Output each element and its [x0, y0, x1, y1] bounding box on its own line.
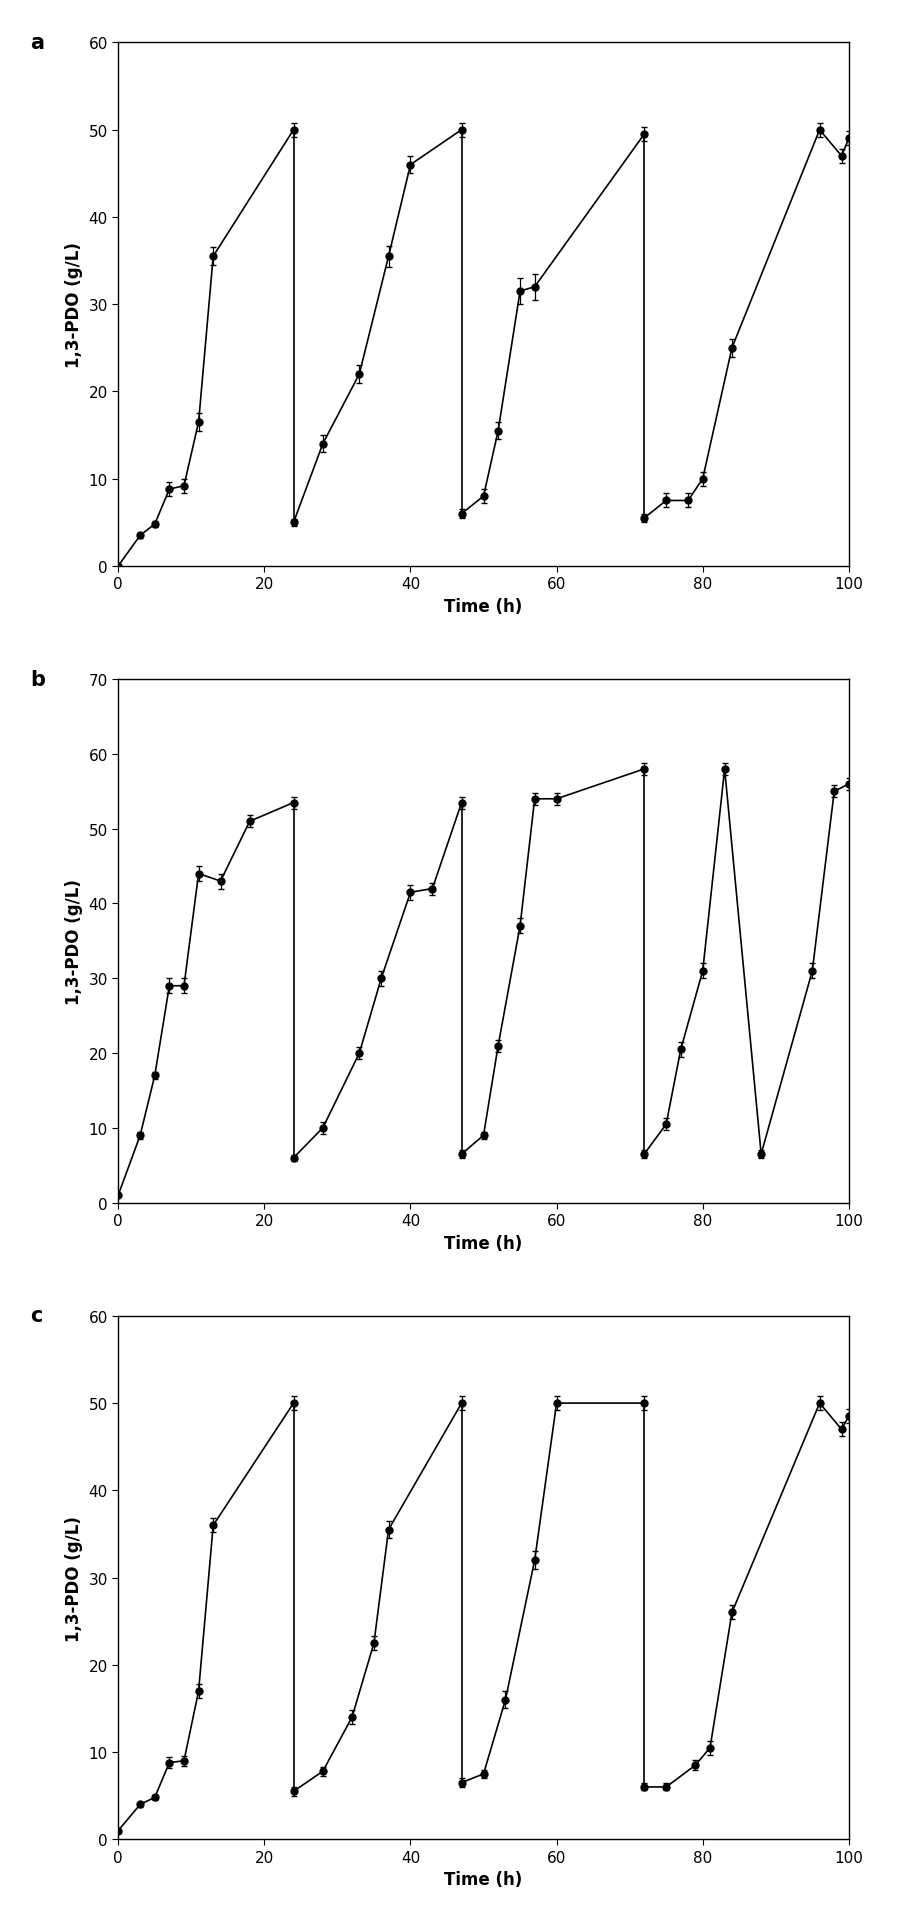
Y-axis label: 1,3-PDO (g/L): 1,3-PDO (g/L): [65, 1515, 83, 1640]
X-axis label: Time (h): Time (h): [445, 1871, 523, 1888]
Text: c: c: [31, 1306, 43, 1325]
Text: a: a: [31, 33, 45, 54]
Y-axis label: 1,3-PDO (g/L): 1,3-PDO (g/L): [65, 242, 83, 367]
Y-axis label: 1,3-PDO (g/L): 1,3-PDO (g/L): [65, 879, 83, 1004]
X-axis label: Time (h): Time (h): [445, 598, 523, 615]
X-axis label: Time (h): Time (h): [445, 1235, 523, 1252]
Text: b: b: [31, 669, 46, 688]
